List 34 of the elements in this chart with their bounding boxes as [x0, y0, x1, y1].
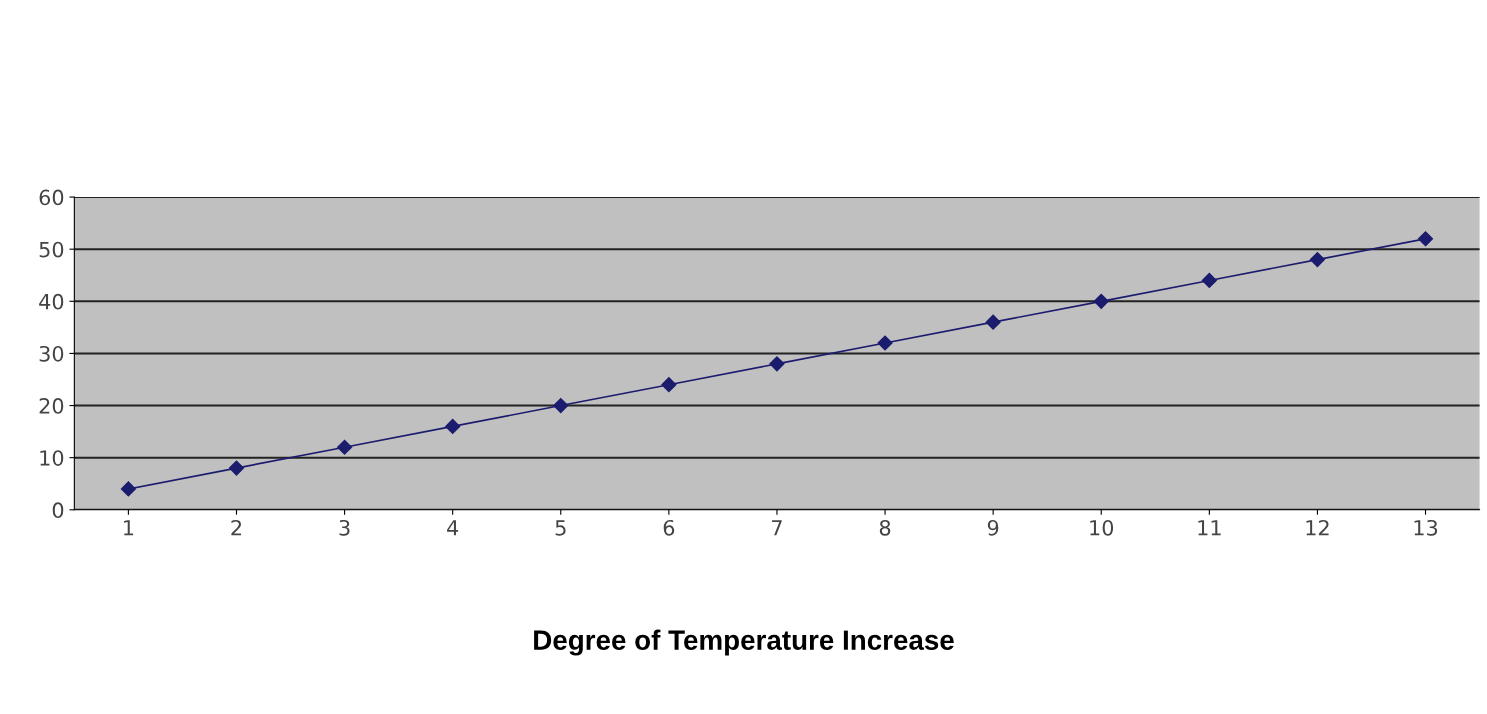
- x-tick-label: 13: [1414, 519, 1438, 536]
- point: [553, 397, 569, 414]
- y-tick-label: 30: [39, 345, 64, 362]
- y-tick-label: 40: [39, 293, 64, 310]
- point: [661, 377, 677, 393]
- x-tick-label: 8: [879, 519, 891, 536]
- x-tick-label: 6: [663, 519, 675, 536]
- x-tick-label: 5: [555, 520, 566, 536]
- y-tick-label: 10: [40, 450, 64, 466]
- y-tick-label: 50: [39, 241, 64, 258]
- y-tick-label: 20: [39, 398, 64, 414]
- point: [228, 460, 245, 476]
- point: [1093, 293, 1109, 309]
- point: [1201, 272, 1217, 289]
- point: [445, 418, 461, 434]
- x-tick-label: 4: [447, 520, 459, 536]
- point: [1309, 252, 1325, 268]
- x-tick-label: 12: [1306, 519, 1329, 536]
- point: [877, 335, 893, 351]
- point: [769, 356, 785, 372]
- point: [1417, 231, 1434, 247]
- y-tick-label: 0: [52, 502, 64, 519]
- x-tick-label: 1: [124, 520, 134, 536]
- x-tick-label: 7: [772, 520, 782, 536]
- x-axis-title: Degree of Temperature Increase: [534, 629, 954, 656]
- x-tick-label: 3: [339, 519, 350, 536]
- point: [985, 314, 1001, 330]
- x-tick-label: 11: [1198, 520, 1221, 536]
- x-tick-label: 10: [1090, 519, 1114, 536]
- point: [120, 481, 136, 497]
- x-tick-label: 9: [987, 519, 999, 536]
- point: [337, 439, 353, 455]
- y-tick-label: 60: [39, 189, 64, 206]
- x-tick-label: 2: [231, 519, 242, 536]
